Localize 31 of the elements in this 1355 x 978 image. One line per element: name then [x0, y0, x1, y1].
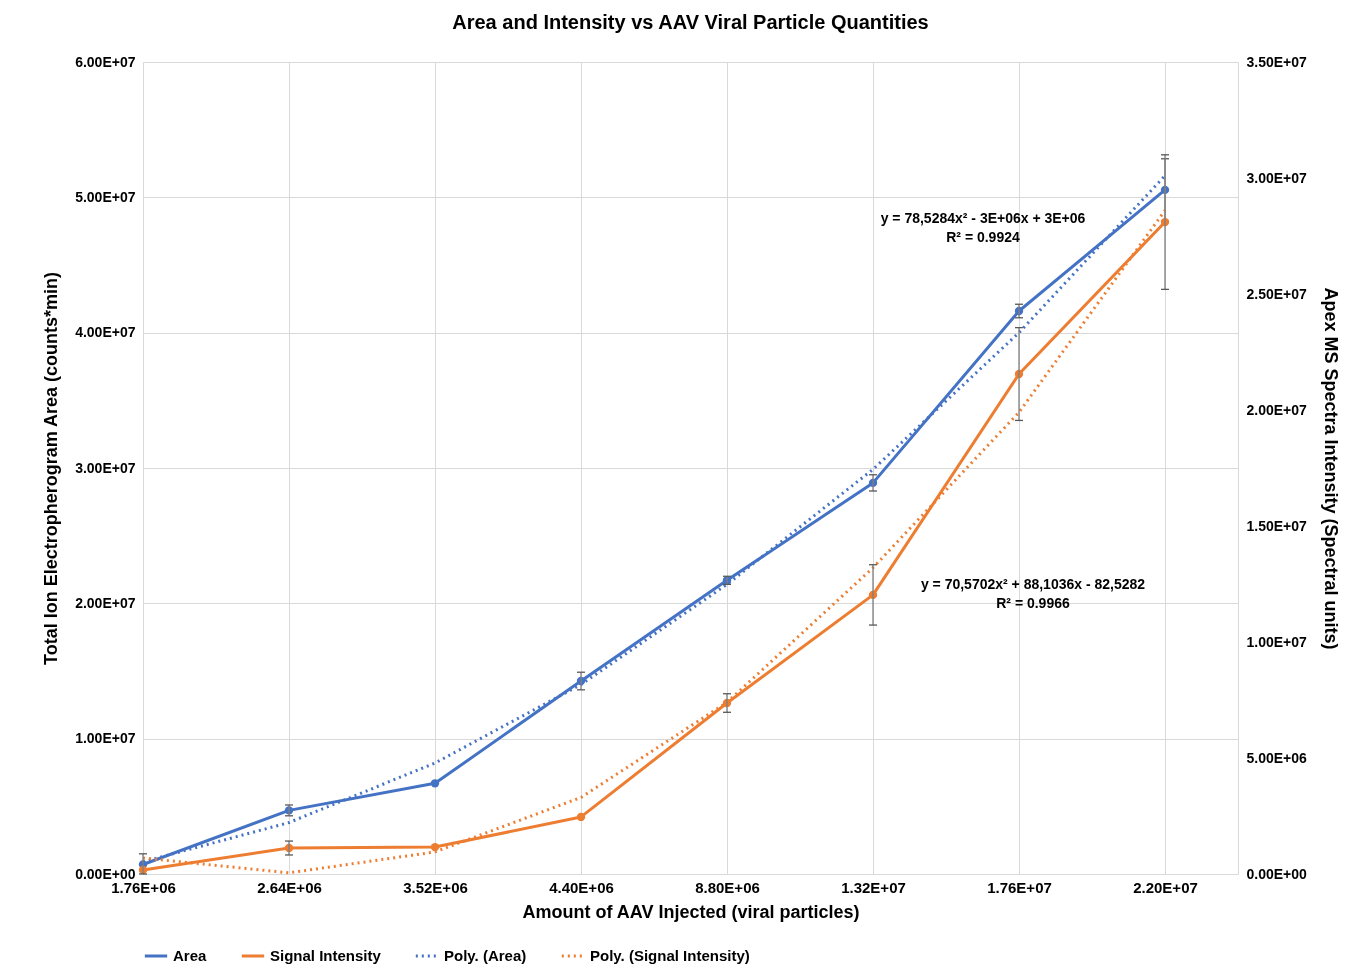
x-axis-title: Amount of AAV Injected (viral particles) — [522, 901, 860, 922]
y2-tick-label: 5.00E+06 — [1246, 749, 1308, 766]
chart-title: Area and Intensity vs AAV Viral Particle Quantities — [452, 11, 929, 33]
x-tick-label: 1.76E+07 — [987, 878, 1052, 896]
y2-tick-label: 1.50E+07 — [1246, 517, 1308, 534]
y-tick-label: 3.00E+07 — [75, 459, 136, 476]
y-tick-label: 6.00E+07 — [75, 53, 136, 70]
y-axis-title: Total Ion Electropherogram Area (counts*min) — [41, 271, 62, 666]
x-tick-label: 1.32E+07 — [841, 878, 906, 896]
y2-tick-label: 3.00E+07 — [1246, 169, 1308, 186]
y2-tick-label: 2.50E+07 — [1246, 285, 1308, 302]
x-tick-label: 3.52E+06 — [403, 878, 468, 896]
y2-tick-label: 1.00E+07 — [1246, 633, 1308, 650]
y-tick-label: 2.00E+07 — [75, 594, 136, 611]
y2-tick-label: 2.00E+07 — [1246, 401, 1308, 418]
legend-label: Area — [173, 947, 208, 964]
y-tick-label: 1.00E+07 — [75, 730, 136, 747]
annotation: y = 78,5284x² - 3E+06x + 3E+06 R² = 0.9924 — [880, 210, 1086, 245]
x-tick-label: 2.64E+06 — [257, 878, 322, 896]
annotation: y = 70,5702x² + 88,1036x - 82,5282 R² = 0.9966 — [920, 576, 1146, 611]
legend-label: Signal Intensity — [270, 947, 382, 964]
x-tick-label: 2.20E+07 — [1133, 878, 1198, 896]
y-tick-label: 4.00E+07 — [75, 324, 136, 341]
y-tick-label: 5.00E+07 — [75, 188, 136, 205]
y2-tick-label: 3.50E+07 — [1246, 53, 1308, 70]
y2-tick-label: 0.00E+00 — [1246, 865, 1308, 882]
legend-label: Poly. (Area) — [444, 947, 527, 964]
x-tick-label: 4.40E+06 — [549, 878, 614, 896]
x-tick-label: 8.80E+06 — [695, 878, 760, 896]
y2-axis-title: Apex MS Spectra Intensity (Spectral units) — [1320, 287, 1341, 650]
legend-label: Poly. (Signal Intensity) — [590, 947, 750, 964]
